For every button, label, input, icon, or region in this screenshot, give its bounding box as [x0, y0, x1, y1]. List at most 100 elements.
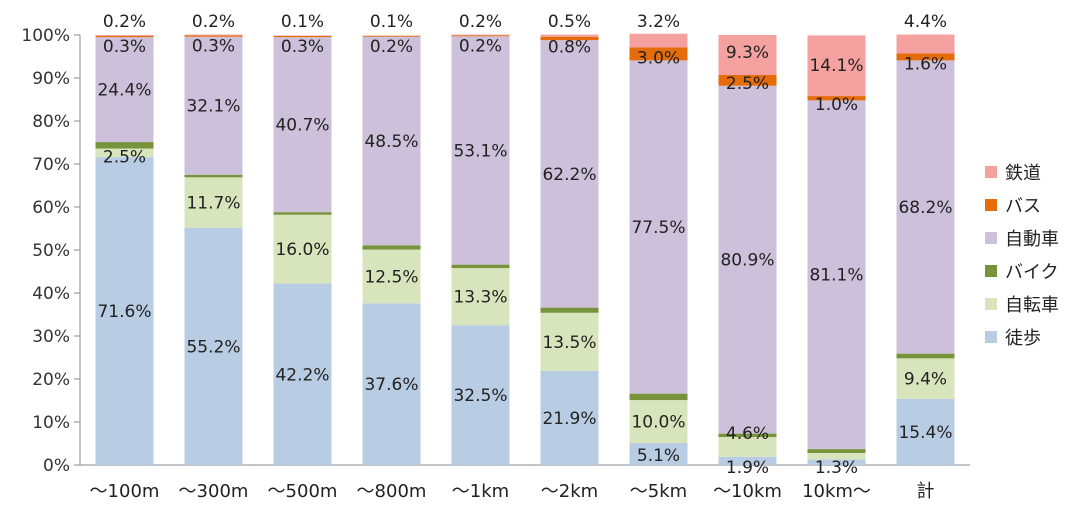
data-label: 4.4%	[904, 12, 947, 32]
data-label: 80.9%	[720, 251, 774, 271]
bar-segment	[95, 37, 154, 143]
data-label: 68.2%	[898, 198, 952, 218]
bar-segment	[451, 34, 510, 36]
bar-segment	[95, 157, 154, 465]
bar-segment	[184, 174, 243, 178]
data-label: 12.5%	[364, 267, 418, 287]
bar-segment	[896, 53, 955, 61]
bar-segment	[540, 34, 599, 37]
bar-segment	[896, 60, 955, 354]
legend-label: 自動車	[1005, 228, 1059, 250]
legend-label: バス	[1005, 195, 1041, 217]
x-tick-label: ～500m	[268, 481, 338, 502]
bar-segment	[540, 370, 599, 465]
bar-segment	[95, 35, 154, 38]
y-tick-label: 100%	[21, 26, 70, 46]
bar-segment	[362, 36, 421, 246]
data-label: 42.2%	[275, 365, 329, 385]
data-label: 48.5%	[364, 132, 418, 152]
data-label: 9.4%	[904, 370, 947, 390]
bar-segment	[451, 35, 510, 37]
legend: 鉄道バス自動車バイク自転車徒歩	[985, 155, 1059, 353]
legend-item: バイク	[985, 254, 1059, 287]
bar-segment	[273, 283, 332, 465]
plot-area: 0% 10% 20% 30% 40% 50% 60% 70% 80% 90% 100% ～100m ～3…	[21, 12, 970, 502]
bar-segment	[629, 60, 688, 394]
bar-segment	[896, 353, 955, 359]
bar-segment	[629, 400, 688, 444]
bar-segment	[807, 96, 866, 101]
data-label: 0.2%	[370, 37, 413, 57]
y-tick-label: 90%	[32, 69, 70, 89]
data-label: 0.3%	[192, 36, 235, 56]
bar-segment	[273, 35, 332, 38]
data-label: 0.2%	[459, 36, 502, 56]
data-label: 0.8%	[548, 38, 591, 58]
bar-segment	[184, 34, 243, 36]
bar-segment	[807, 35, 866, 97]
y-tick-label: 10%	[32, 413, 70, 433]
data-label: 3.0%	[637, 48, 680, 68]
bar-segment	[807, 449, 866, 453]
x-tick-label: 計	[917, 481, 935, 502]
legend-swatch	[985, 297, 997, 310]
y-tick-label: 30%	[32, 327, 70, 347]
legend-swatch	[985, 231, 997, 244]
x-tick-label: ～800m	[357, 481, 427, 502]
bar-segment	[540, 312, 599, 371]
data-label: 1.6%	[904, 54, 947, 74]
x-tick-label: 10km～	[802, 481, 871, 502]
y-tick-label: 50%	[32, 241, 70, 261]
data-label: 81.1%	[809, 266, 863, 286]
bar-segment	[629, 33, 688, 48]
y-tick-label: 60%	[32, 198, 70, 218]
legend-label: 徒歩	[1005, 327, 1041, 349]
bar-segment	[718, 456, 777, 465]
data-label: 32.1%	[186, 97, 240, 117]
data-label: 55.2%	[186, 337, 240, 357]
data-label: 0.5%	[548, 12, 591, 32]
bar-segment	[896, 358, 955, 399]
data-label: 10.0%	[631, 413, 685, 433]
data-label: 24.4%	[97, 81, 151, 101]
bar-segment	[896, 398, 955, 465]
data-label: 62.2%	[542, 165, 596, 185]
bar-segment	[451, 264, 510, 269]
bar-segment	[451, 325, 510, 465]
data-label: 5.1%	[637, 446, 680, 466]
bar-segment	[451, 36, 510, 265]
data-label: 1.0%	[815, 95, 858, 115]
legend-swatch	[985, 330, 997, 343]
bar-segment	[362, 249, 421, 304]
data-label: 1.9%	[726, 458, 769, 478]
data-label: 0.1%	[370, 12, 413, 32]
legend-swatch	[985, 165, 997, 178]
data-label: 40.7%	[275, 116, 329, 136]
bar-segment	[362, 245, 421, 250]
bar-segment	[629, 47, 688, 61]
bar-segment	[362, 303, 421, 465]
data-label: 77.5%	[631, 218, 685, 238]
data-label: 0.2%	[459, 12, 502, 32]
legend-item: 徒歩	[985, 320, 1059, 353]
bar-segment	[807, 100, 866, 450]
x-tick-label: ～100m	[90, 481, 160, 502]
data-label: 15.4%	[898, 423, 952, 443]
bar-segment	[451, 268, 510, 326]
bar-segment	[273, 37, 332, 213]
legend-label: 鉄道	[1005, 162, 1041, 184]
legend-item: 自動車	[985, 221, 1059, 254]
y-tick-label: 70%	[32, 155, 70, 175]
legend-label: 自転車	[1005, 294, 1059, 316]
bar-segment	[718, 35, 777, 75]
data-label: 1.3%	[815, 458, 858, 478]
bar-segment	[540, 36, 599, 41]
data-label: 13.5%	[542, 333, 596, 353]
legend-item: 鉄道	[985, 155, 1059, 188]
bar-segment	[629, 393, 688, 401]
data-label: 11.7%	[186, 193, 240, 213]
data-label: 2.5%	[103, 148, 146, 168]
bar-segment	[896, 34, 955, 54]
bar-segment	[273, 214, 332, 284]
